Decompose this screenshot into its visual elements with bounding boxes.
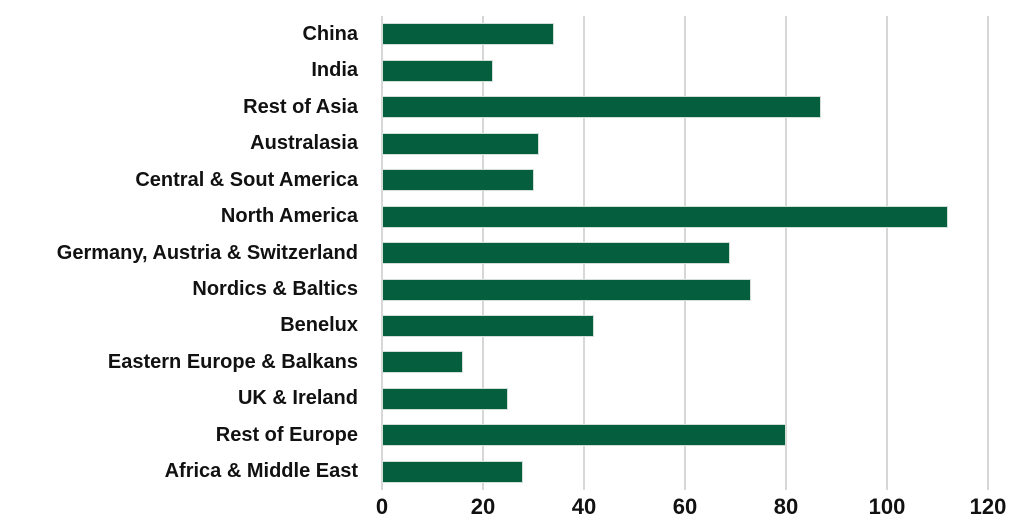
- bar: [382, 205, 948, 228]
- category-label: Africa & Middle East: [164, 460, 358, 483]
- bar: [382, 278, 751, 301]
- bar: [382, 23, 554, 46]
- category-label: India: [311, 59, 358, 82]
- bar: [382, 460, 524, 483]
- category-label: Benelux: [280, 314, 358, 337]
- bar-row: [382, 162, 988, 198]
- category-label: Rest of Asia: [243, 95, 358, 118]
- bar: [382, 387, 509, 410]
- x-tick-label: 40: [571, 494, 597, 519]
- category-label: Germany, Austria & Switzerland: [56, 241, 358, 264]
- bar-row: [382, 344, 988, 380]
- x-tick-label: 120: [969, 494, 1007, 519]
- bar-row: [382, 198, 988, 234]
- gridline: [785, 16, 787, 490]
- bar: [382, 314, 595, 337]
- bar: [382, 424, 786, 447]
- category-label: Rest of Europe: [215, 423, 358, 446]
- category-label: China: [302, 22, 358, 45]
- plot-area: [381, 16, 989, 490]
- x-tick-label: 60: [672, 494, 698, 519]
- bar-series: [382, 16, 988, 490]
- category-label: North America: [220, 205, 358, 228]
- category-label: Nordics & Baltics: [192, 278, 358, 301]
- bar-row: [382, 52, 988, 88]
- bar-row: [382, 417, 988, 453]
- category-label: Eastern Europe & Balkans: [107, 350, 358, 373]
- bar-row: [382, 89, 988, 125]
- gridline: [987, 16, 989, 490]
- bar: [382, 242, 731, 265]
- category-label: UK & Ireland: [237, 387, 358, 410]
- bar: [382, 351, 463, 374]
- category-label: Australasia: [250, 132, 358, 155]
- bar-row: [382, 381, 988, 417]
- bar-row: [382, 454, 988, 490]
- category-label: Central & Sout America: [135, 168, 358, 191]
- x-tick-label: 20: [470, 494, 496, 519]
- x-tick-label: 80: [773, 494, 799, 519]
- bar-row: [382, 16, 988, 52]
- gridline: [886, 16, 888, 490]
- bar-row: [382, 271, 988, 307]
- category-axis: China India Rest of Asia Australasia Central…: [0, 16, 370, 490]
- x-axis: 0 20 40 60 80 100 120: [376, 492, 1006, 526]
- bar-row: [382, 308, 988, 344]
- x-tick-label: 100: [868, 494, 906, 519]
- bar: [382, 59, 494, 82]
- bar-row: [382, 125, 988, 161]
- bar: [382, 169, 534, 192]
- bar: [382, 132, 539, 155]
- x-tick-label: 0: [375, 494, 389, 519]
- bar: [382, 96, 822, 119]
- bar-row: [382, 235, 988, 271]
